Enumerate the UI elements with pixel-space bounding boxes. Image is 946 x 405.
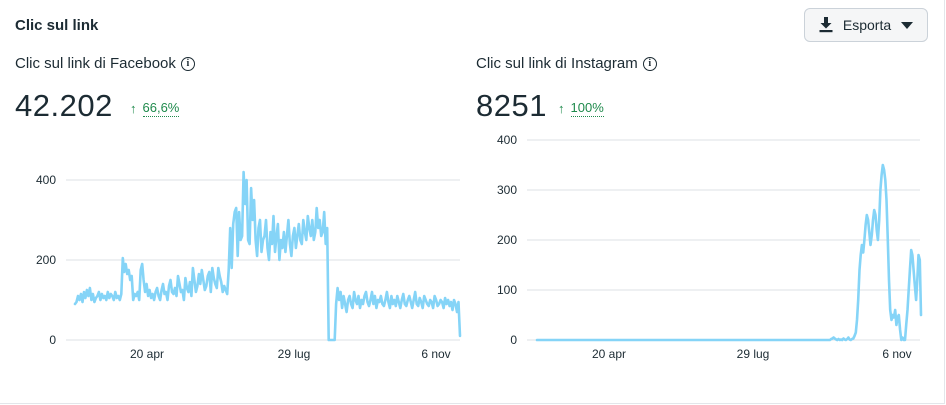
y-tick-label: 400 (497, 133, 517, 147)
instagram-delta-pct[interactable]: 100% (570, 100, 604, 117)
download-icon (819, 17, 833, 33)
series-line (73, 170, 462, 342)
y-tick-label: 200 (497, 233, 517, 247)
info-icon[interactable]: i (642, 56, 657, 71)
x-tick-label: 6 nov (421, 347, 450, 361)
facebook-panel-title: Clic sul link di Facebook i (15, 55, 195, 72)
arrow-up-icon: ↑ (130, 101, 137, 116)
x-tick-label: 29 lug (737, 347, 770, 361)
facebook-total: 42.202 (15, 88, 113, 123)
x-tick-label: 6 nov (882, 347, 911, 361)
export-label: Esporta (842, 17, 892, 33)
instagram-delta: ↑ 100% (558, 100, 604, 117)
y-tick-label: 0 (510, 333, 517, 347)
instagram-total: 8251 (476, 88, 547, 123)
y-tick-label: 400 (36, 173, 56, 187)
y-tick-label: 100 (497, 283, 517, 297)
facebook-delta: ↑ 66,6% (130, 100, 180, 117)
card-title: Clic sul link (15, 17, 99, 34)
arrow-up-icon: ↑ (558, 101, 565, 116)
export-button[interactable]: Esporta (804, 8, 928, 42)
y-tick-label: 300 (497, 183, 517, 197)
x-tick-label: 29 lug (278, 347, 311, 361)
caret-down-icon (901, 21, 914, 29)
series-line (535, 163, 923, 342)
facebook-delta-pct[interactable]: 66,6% (142, 100, 180, 117)
instagram-panel-title: Clic sul link di Instagram i (476, 55, 657, 72)
info-icon[interactable]: i (180, 56, 195, 71)
x-tick-label: 20 apr (592, 347, 626, 361)
y-tick-label: 200 (36, 253, 56, 267)
x-tick-label: 20 apr (130, 347, 164, 361)
instagram-title-text: Clic sul link di Instagram (476, 55, 638, 72)
y-tick-label: 0 (49, 333, 56, 347)
facebook-title-text: Clic sul link di Facebook (15, 55, 176, 72)
